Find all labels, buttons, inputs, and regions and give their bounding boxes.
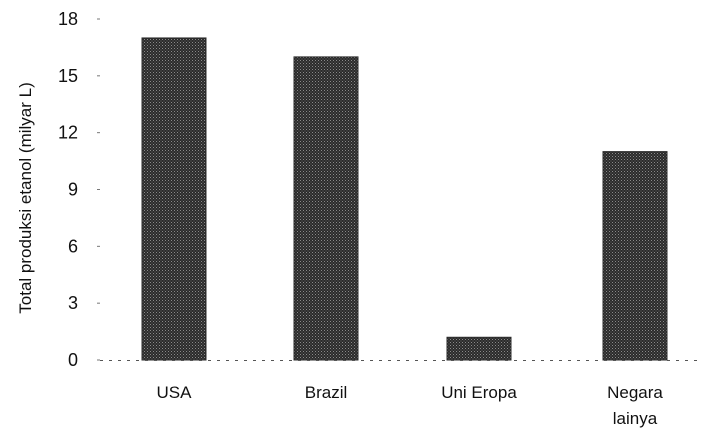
y-tick-label: 6 [68,236,78,256]
bars-group [141,37,668,361]
bar [141,37,207,361]
bar [293,56,359,361]
x-category-label: Brazil [305,383,348,402]
y-tick-label: 18 [58,9,78,29]
x-category-label: Uni Eropa [441,383,517,402]
y-axis-ticks: 0 3 6 9 12 15 18 [58,9,100,370]
y-tick-label: 3 [68,293,78,313]
y-tick-label: 9 [68,180,78,200]
y-tick-label: 0 [68,350,78,370]
x-category-label: Negara [607,383,663,402]
y-axis-title: Total produksi etanol (milyar L) [16,82,35,313]
x-category-label: lainya [613,409,658,428]
y-tick-label: 15 [58,66,78,86]
x-category-label: USA [157,383,193,402]
x-axis-categories: USA Brazil Uni Eropa Negara lainya [157,383,664,428]
y-tick-label: 12 [58,123,78,143]
bar [602,151,668,361]
bar [446,336,512,361]
